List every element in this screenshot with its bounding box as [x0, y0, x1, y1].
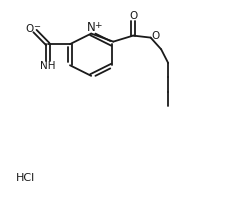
Text: +: + — [94, 21, 101, 30]
Text: HCl: HCl — [15, 173, 35, 183]
Text: −: − — [33, 22, 40, 31]
Text: N: N — [87, 21, 96, 34]
Text: O: O — [151, 31, 160, 41]
Text: O: O — [26, 24, 34, 34]
Text: O: O — [129, 11, 137, 21]
Text: NH: NH — [40, 61, 55, 71]
